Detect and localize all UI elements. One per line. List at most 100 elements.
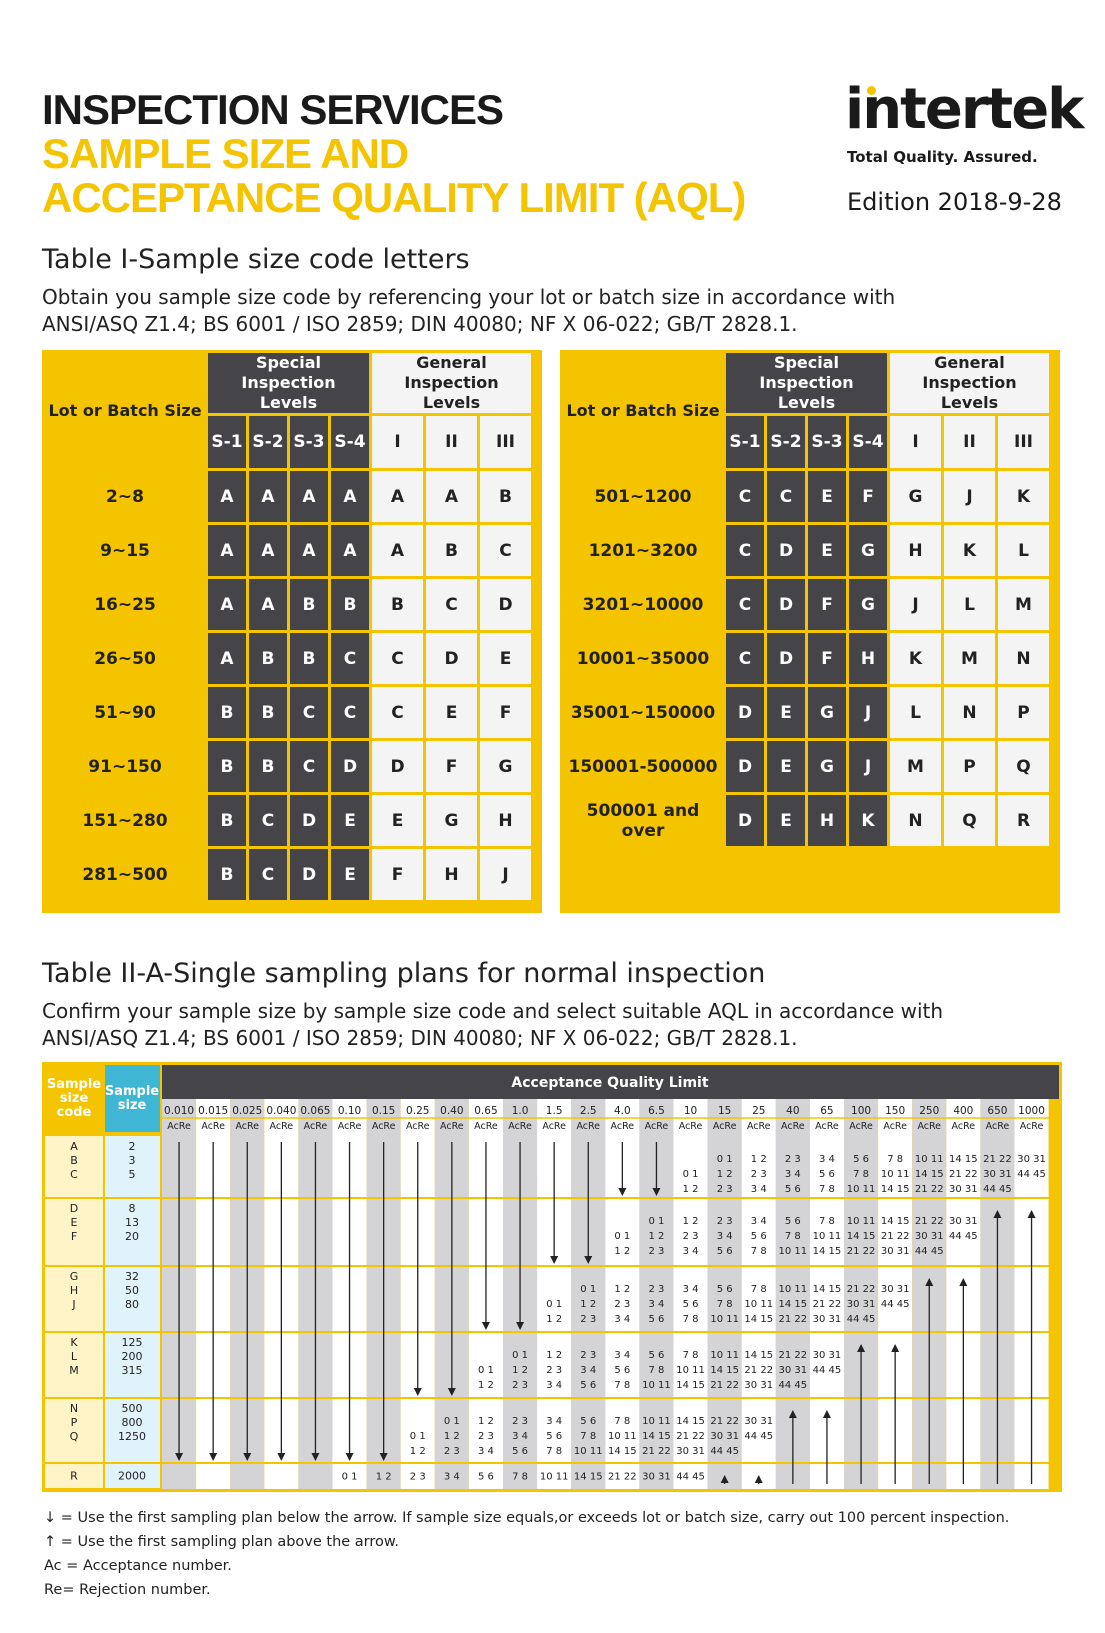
acre-label: AcRe xyxy=(201,1121,225,1132)
acre-label: AcRe xyxy=(952,1121,976,1132)
acre-plan: 10 11 xyxy=(847,1184,876,1195)
aql-value: 4.0 xyxy=(614,1105,631,1117)
lot-header: Lot or Batch Size xyxy=(563,353,723,468)
aql-value: 0.010 xyxy=(164,1105,194,1117)
acre-plan: 0 1 xyxy=(648,1216,664,1227)
acre-plan: 7 8 xyxy=(648,1365,664,1376)
acre-plan: 2 3 xyxy=(785,1154,801,1165)
down-arrow-icon xyxy=(311,1453,320,1461)
aql-value: 0.40 xyxy=(440,1105,463,1117)
acre-plan: 0 1 xyxy=(444,1416,460,1427)
aql-value: 10 xyxy=(684,1105,697,1117)
acre-plan: 1 2 xyxy=(614,1284,630,1295)
code-cell xyxy=(45,1332,103,1398)
acre-plan: 2 3 xyxy=(717,1216,733,1227)
acre-plan: 7 8 xyxy=(819,1216,835,1227)
acre-label: AcRe xyxy=(713,1121,737,1132)
sample-code: B xyxy=(70,1154,78,1167)
acre-plan: 44 45 xyxy=(710,1446,739,1457)
table-row: 10001~35000 C D F H K M N xyxy=(563,633,1049,684)
acre-plan: 14 15 xyxy=(744,1350,773,1361)
aql-value: 0.15 xyxy=(372,1105,395,1117)
code-letter: A xyxy=(249,471,287,522)
acre-plan: 1 2 xyxy=(512,1365,528,1376)
special-level: S-4 xyxy=(849,416,887,468)
acre-plan: 10 11 xyxy=(642,1416,671,1427)
code-letter: G xyxy=(808,741,846,792)
acre-plan: 2 3 xyxy=(478,1431,494,1442)
acre-plan: 5 6 xyxy=(785,1184,801,1195)
acre-plan: 14 15 xyxy=(779,1299,808,1310)
acre-label: AcRe xyxy=(747,1121,771,1132)
code-letter: B xyxy=(208,741,246,792)
code-letter: E xyxy=(426,687,477,738)
code-letter: A xyxy=(290,525,328,576)
down-arrow-icon xyxy=(481,1322,490,1330)
down-arrow-icon xyxy=(618,1188,627,1196)
table-row: 500001 and over D E H K N Q R xyxy=(563,795,1049,846)
acre-plan: 3 4 xyxy=(751,1184,767,1195)
acre-plan: 7 8 xyxy=(683,1350,699,1361)
acre-plan: 21 22 xyxy=(881,1231,910,1242)
code-letter: J xyxy=(944,471,995,522)
code-letter: P xyxy=(998,687,1049,738)
code-letter: D xyxy=(290,849,328,900)
acre-plan: 2 3 xyxy=(444,1446,460,1457)
acre-plan: 30 31 xyxy=(744,1380,773,1391)
acre-plan: 1 2 xyxy=(683,1216,699,1227)
acre-plan: 7 8 xyxy=(683,1314,699,1325)
acre-label: AcRe xyxy=(270,1121,294,1132)
aql-value: 650 xyxy=(987,1105,1007,1117)
lot-size: 16~25 xyxy=(45,579,205,630)
acre-plan: 5 6 xyxy=(683,1299,699,1310)
acre-plan: 44 45 xyxy=(983,1184,1012,1195)
table1-left: Lot or Batch Size Special Inspection Level… xyxy=(42,350,542,913)
acre-label: AcRe xyxy=(576,1121,600,1132)
acre-plan: 0 1 xyxy=(580,1284,596,1295)
acre-label: AcRe xyxy=(235,1121,259,1132)
code-letter: C xyxy=(726,471,764,522)
code-letter: L xyxy=(998,525,1049,576)
acre-plan: 0 1 xyxy=(478,1365,494,1376)
acre-plan: 21 22 xyxy=(983,1154,1012,1165)
aql-value: 250 xyxy=(919,1105,939,1117)
general-level: III xyxy=(998,416,1049,468)
lot-header: Lot or Batch Size xyxy=(45,353,205,468)
up-arrow-icon xyxy=(788,1410,797,1418)
edition: Edition 2018-9-28 xyxy=(847,188,1062,216)
acre-label: AcRe xyxy=(304,1121,328,1132)
down-arrow-icon xyxy=(413,1388,422,1396)
down-arrow-icon xyxy=(379,1453,388,1461)
sample-code: D xyxy=(70,1202,78,1215)
up-arrow-icon xyxy=(857,1344,866,1352)
code-letter: F xyxy=(808,633,846,684)
acre-plan: 5 6 xyxy=(512,1446,528,1457)
size-cell xyxy=(105,1266,160,1332)
code-letter: C xyxy=(331,633,369,684)
special-level: S-1 xyxy=(726,416,764,468)
lot-size: 500001 and over xyxy=(563,795,723,846)
acre-plan: 21 22 xyxy=(779,1314,808,1325)
sample-code: J xyxy=(71,1298,75,1311)
acre-label: AcRe xyxy=(917,1121,941,1132)
acre-plan: 21 22 xyxy=(642,1446,671,1457)
general-header: General Inspection Levels xyxy=(372,353,531,413)
up-arrow-icon xyxy=(959,1278,968,1286)
aql-value: 1.5 xyxy=(546,1105,563,1117)
table-row: 151~280 B C D E E G H xyxy=(45,795,531,846)
code-letter: B xyxy=(290,633,328,684)
acre-plan: 21 22 xyxy=(779,1350,808,1361)
down-arrow-icon: ↓ xyxy=(44,1510,61,1526)
table2-desc2: ANSI/ASQ Z1.4; BS 6001 / ISO 2859; DIN 4… xyxy=(42,1026,798,1050)
code-letter: L xyxy=(944,579,995,630)
header-line1: INSPECTION SERVICES xyxy=(42,86,504,133)
acre-plan: 10 11 xyxy=(676,1365,705,1376)
acre-plan: 10 11 xyxy=(710,1314,739,1325)
size-header-cell xyxy=(105,1065,160,1132)
acre-plan: 2 3 xyxy=(717,1184,733,1195)
aql-value: 65 xyxy=(820,1105,833,1117)
acre-plan: 14 15 xyxy=(642,1431,671,1442)
lot-size: 501~1200 xyxy=(563,471,723,522)
code-cell xyxy=(45,1463,103,1488)
aql-value: 0.025 xyxy=(232,1105,262,1117)
